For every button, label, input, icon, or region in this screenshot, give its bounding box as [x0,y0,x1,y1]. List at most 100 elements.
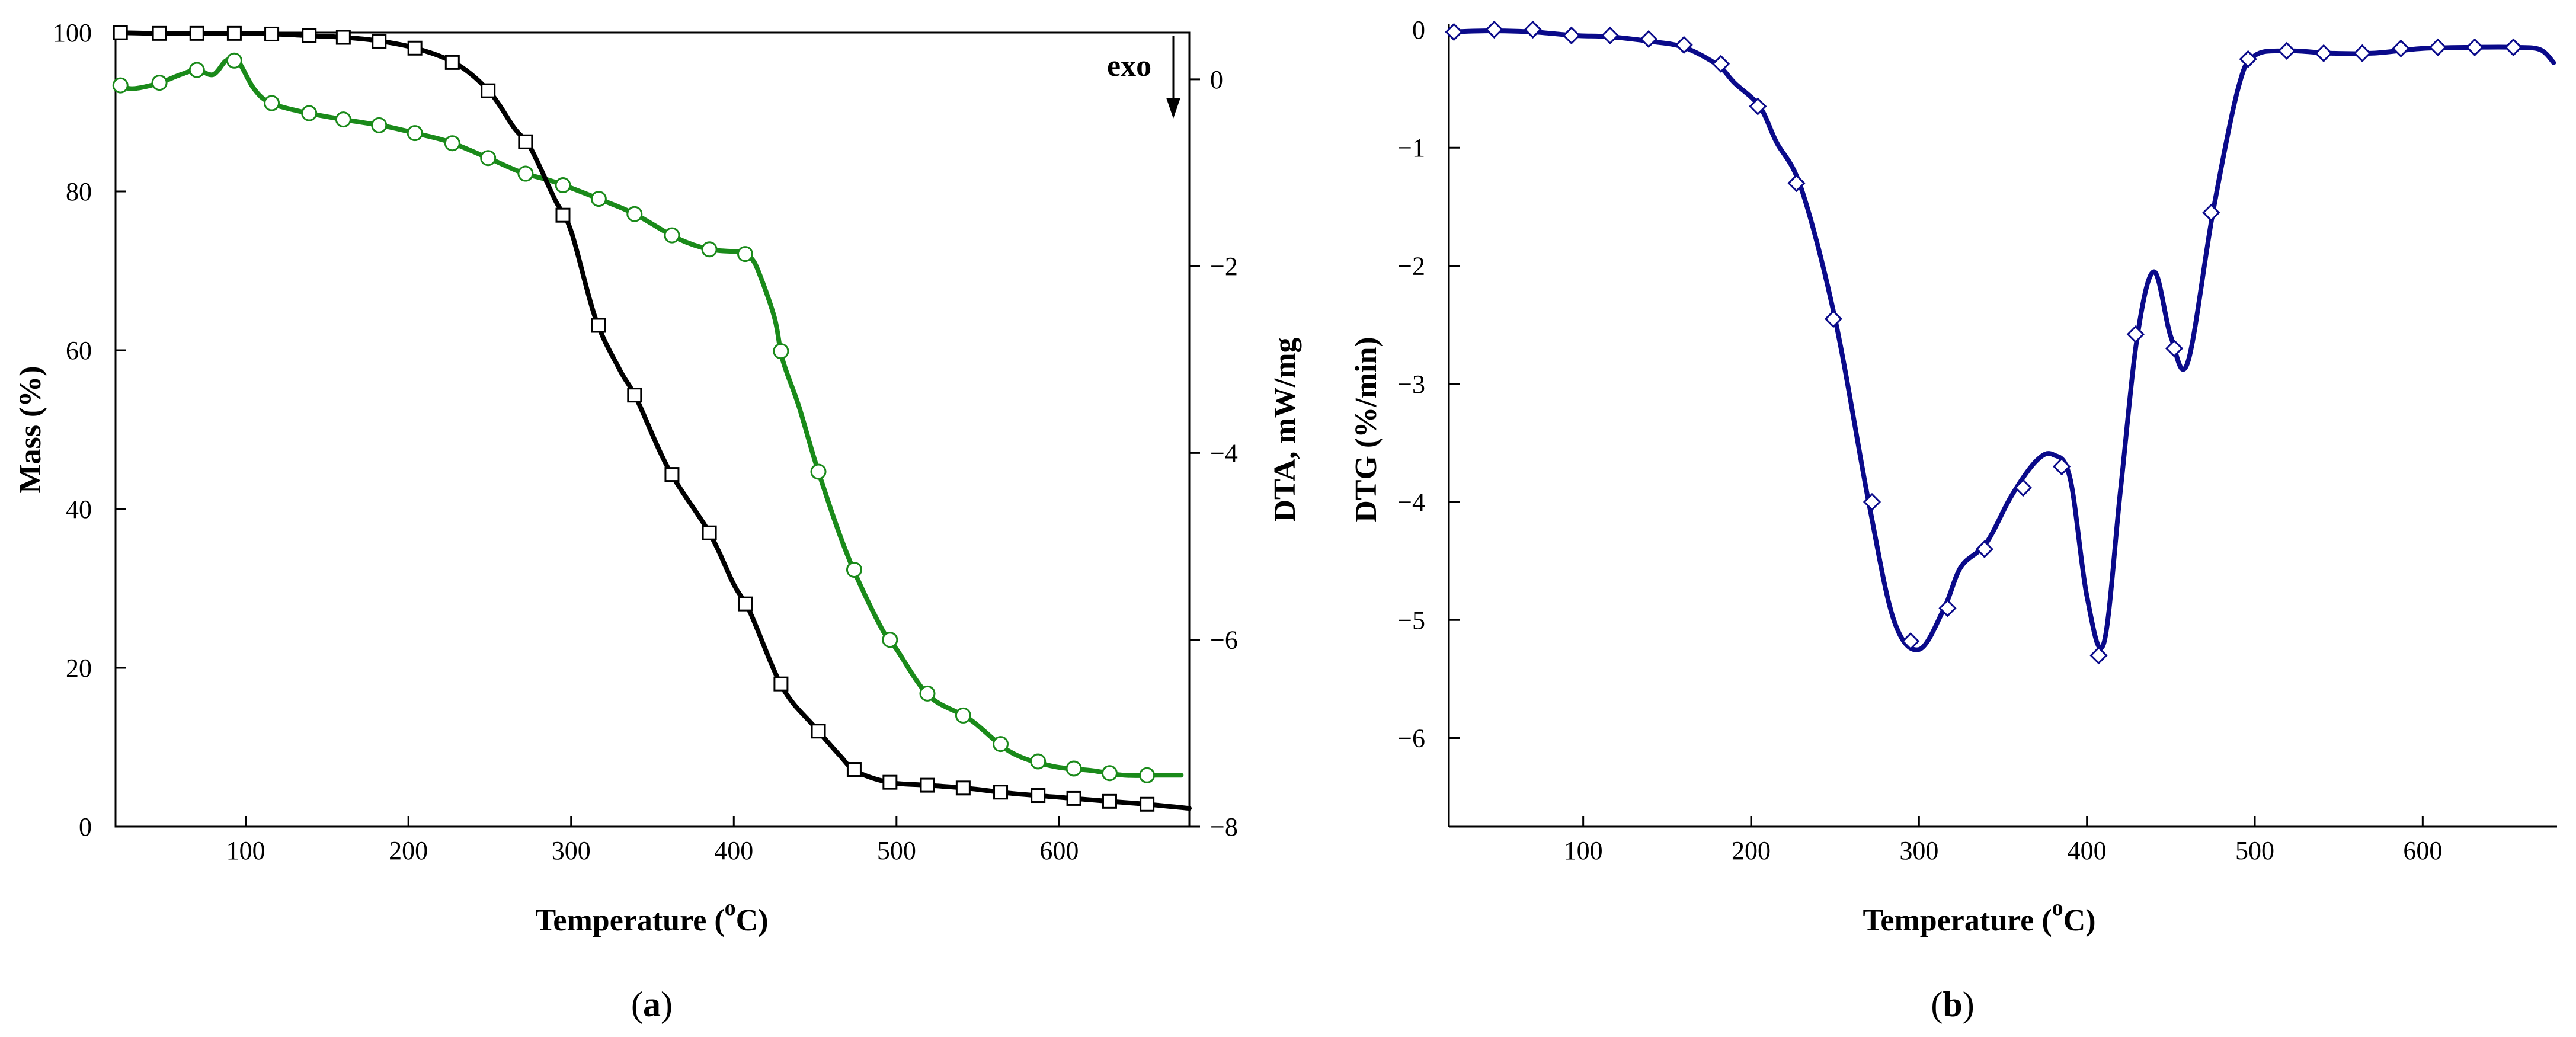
dta-data-point [407,125,423,142]
panel-b-y-tick-label: −5 [1397,606,1425,635]
panel-a-tg-dta-chart: 100 200 300 400 500 600 0 20 40 60 80 100 0 −2 −4 −6 −… [14,18,1302,1024]
tg-data-point [773,676,789,692]
dta-data-point [810,463,827,480]
tg-data-point [335,30,351,45]
dtg-data-point [1938,599,1957,617]
dta-data-point [955,707,971,724]
panel-b-label: (b) [1931,985,1974,1024]
tg-data-point [189,25,204,41]
tg-data-point [882,774,898,790]
dta-data-point [188,62,205,78]
dtg-data-point [1601,26,1620,45]
dta-data-point [226,52,242,69]
dta-data-point [626,206,643,222]
panel-b-dtg-chart: 100 200 300 400 500 600 0 −1 −2 −3 −4 −5 −6 Tempera… [1349,15,2557,1024]
panel-a-y-tick-label: 60 [66,336,92,365]
panel-a-exo-label: exo [1107,49,1151,83]
panel-a-y-tick-label: 0 [79,812,92,841]
dtg-data-point [1675,36,1693,54]
tg-data-point [1066,790,1081,806]
tg-data-point [1140,796,1155,812]
dtg-data-point [2353,44,2372,62]
panel-a-y-tick-label: 20 [66,654,92,683]
dta-data-point [112,77,129,94]
dta-data-point [151,75,168,91]
panel-a-label: (a) [631,985,673,1024]
dtg-data-point [1863,492,1881,511]
panel-b-x-tick-label: 600 [2403,836,2442,865]
panel-a-y2-tick-label: 0 [1210,65,1223,94]
panel-a-x-tick-label: 200 [389,836,428,865]
panel-a-y2-tick-label: −6 [1210,626,1238,655]
panel-b-y-tick-label: −1 [1397,133,1425,162]
dtg-data-point [1975,540,1993,558]
dtg-data-point [2239,50,2257,68]
tg-data-point [627,388,642,403]
dta-data-point [1065,760,1082,777]
panel-b-x-tick-label: 100 [1564,836,1603,865]
tg-data-point [481,83,496,98]
dtg-data-point [1902,632,1920,651]
dta-data-point [590,191,607,207]
tg-data-point [920,777,935,793]
dtg-line [1447,28,2556,652]
tg-mass-line [113,30,1192,811]
tg-data-point [372,33,387,49]
dtg-data-point [1749,97,1767,116]
panel-b-y-tick-label: 0 [1412,15,1425,44]
panel-a-x-tick-label: 600 [1039,836,1079,865]
dta-data-point [480,150,497,167]
tg-data-point [955,780,971,796]
tg-data-point [1031,788,1046,804]
dtg-data-point [2089,646,2108,665]
dta-data-point [264,95,280,111]
dta-line [113,55,1184,778]
tg-data-point [407,40,423,56]
tg-data-point [555,207,571,223]
tg-data-point [664,467,680,482]
dtg-data-point [2315,44,2333,62]
tg-data-point [226,25,242,41]
tg-data-point [264,26,280,41]
tg-data-point [591,318,606,333]
tg-data-point [993,785,1009,800]
dtg-data-point [1824,310,1842,328]
tg-data-point [518,134,533,149]
dta-data-point [1030,753,1047,770]
dta-data-point [1139,767,1156,783]
dta-data-point [371,117,388,133]
panel-b-y-tick-label: −2 [1397,251,1425,280]
dtg-data-point [1640,30,1658,49]
dtg-data-point [1485,20,1503,39]
dta-data-point [701,241,718,258]
exo-arrow-icon [1166,36,1180,119]
dta-data-point [517,165,534,182]
dtg-data-point [2053,457,2071,476]
tg-data-point [846,762,862,777]
dta-data-point [1101,765,1118,782]
panel-a-y-tick-label: 80 [66,177,92,206]
dtg-data-point [2014,478,2033,497]
panel-b-y-tick-label: −4 [1397,488,1425,517]
dtg-data-point [2504,38,2523,56]
dta-data-point [773,343,789,360]
panel-b-x-axis-label: Temperature (oC) [1863,895,2095,937]
panel-b-y-tick-label: −6 [1397,724,1425,753]
panel-a-y2-tick-label: −2 [1210,252,1238,281]
panel-b-x-tick-label: 300 [1899,836,1938,865]
dta-data-point [993,736,1009,753]
tg-data-point [302,28,317,43]
tg-data-point [1102,793,1117,809]
dtg-data-point [1562,26,1580,45]
dta-data-point [882,632,898,648]
dta-data-point [301,105,318,121]
dtg-data-point [2466,38,2484,56]
tg-data-point [152,25,167,41]
dtg-data-point [2392,39,2410,57]
dta-data-point [444,135,460,152]
panel-a-x-tick-label: 100 [226,836,265,865]
panel-a-y-tick-label: 100 [53,18,92,47]
dta-data-point [737,246,753,263]
tg-data-point [811,724,826,739]
